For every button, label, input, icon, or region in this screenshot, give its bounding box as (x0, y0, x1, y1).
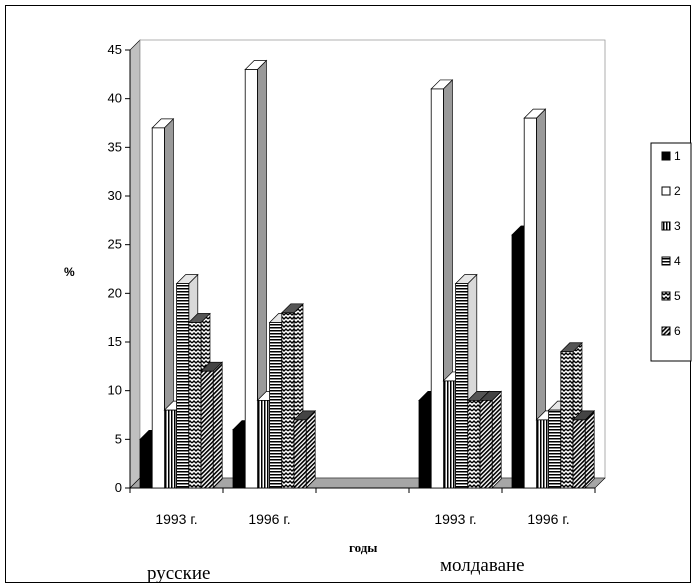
legend-swatch-5 (661, 291, 671, 301)
bar-series-2 (151, 118, 175, 489)
legend-swatch-4 (661, 256, 671, 266)
y-tick-label: 20 (108, 285, 122, 300)
group-label-moldovans: молдаване (440, 555, 525, 576)
bar-series-6 (200, 361, 224, 489)
y-tick-label: 15 (108, 334, 122, 349)
legend-label-5: 5 (674, 289, 681, 303)
legend-swatch-2 (661, 186, 671, 196)
legend-swatch-3 (661, 221, 671, 231)
legend: 1 2 3 4 5 6 (650, 142, 692, 362)
legend-label-3: 3 (674, 219, 681, 233)
y-tick-label: 30 (108, 188, 122, 203)
bar-series-6 (572, 410, 596, 489)
x-axis-labels: 1993 г. 1996 г. 1993 г. 1996 г. (155, 511, 569, 527)
bars (139, 59, 596, 489)
y-tick-label: 40 (108, 91, 122, 106)
legend-label-6: 6 (674, 324, 681, 338)
y-tick-label: 45 (108, 42, 122, 57)
y-tick-label: 25 (108, 237, 122, 252)
x-tick-label: 1996 г. (248, 511, 290, 527)
bar-series-2 (523, 108, 547, 489)
y-axis-label: % (64, 265, 75, 279)
legend-box (650, 142, 692, 362)
y-tick-label: 0 (115, 480, 122, 495)
legend-swatch-6 (661, 326, 671, 336)
y-tick-label: 35 (108, 139, 122, 154)
bar-series-6 (479, 390, 503, 489)
y-tick-label: 5 (115, 431, 122, 446)
x-axis-label: годы (349, 540, 377, 555)
x-tick-label: 1996 г. (527, 511, 569, 527)
x-tick-label: 1993 г. (434, 511, 476, 527)
bar-series-6 (293, 410, 317, 489)
legend-label-1: 1 (674, 149, 681, 163)
legend-label-4: 4 (674, 254, 681, 268)
legend-swatch-1 (661, 151, 671, 161)
y-tick-label: 10 (108, 383, 122, 398)
x-tick-label: 1993 г. (155, 511, 197, 527)
bar-series-2 (244, 59, 268, 489)
legend-label-2: 2 (674, 184, 681, 198)
group-label-russians: русские (147, 563, 211, 584)
